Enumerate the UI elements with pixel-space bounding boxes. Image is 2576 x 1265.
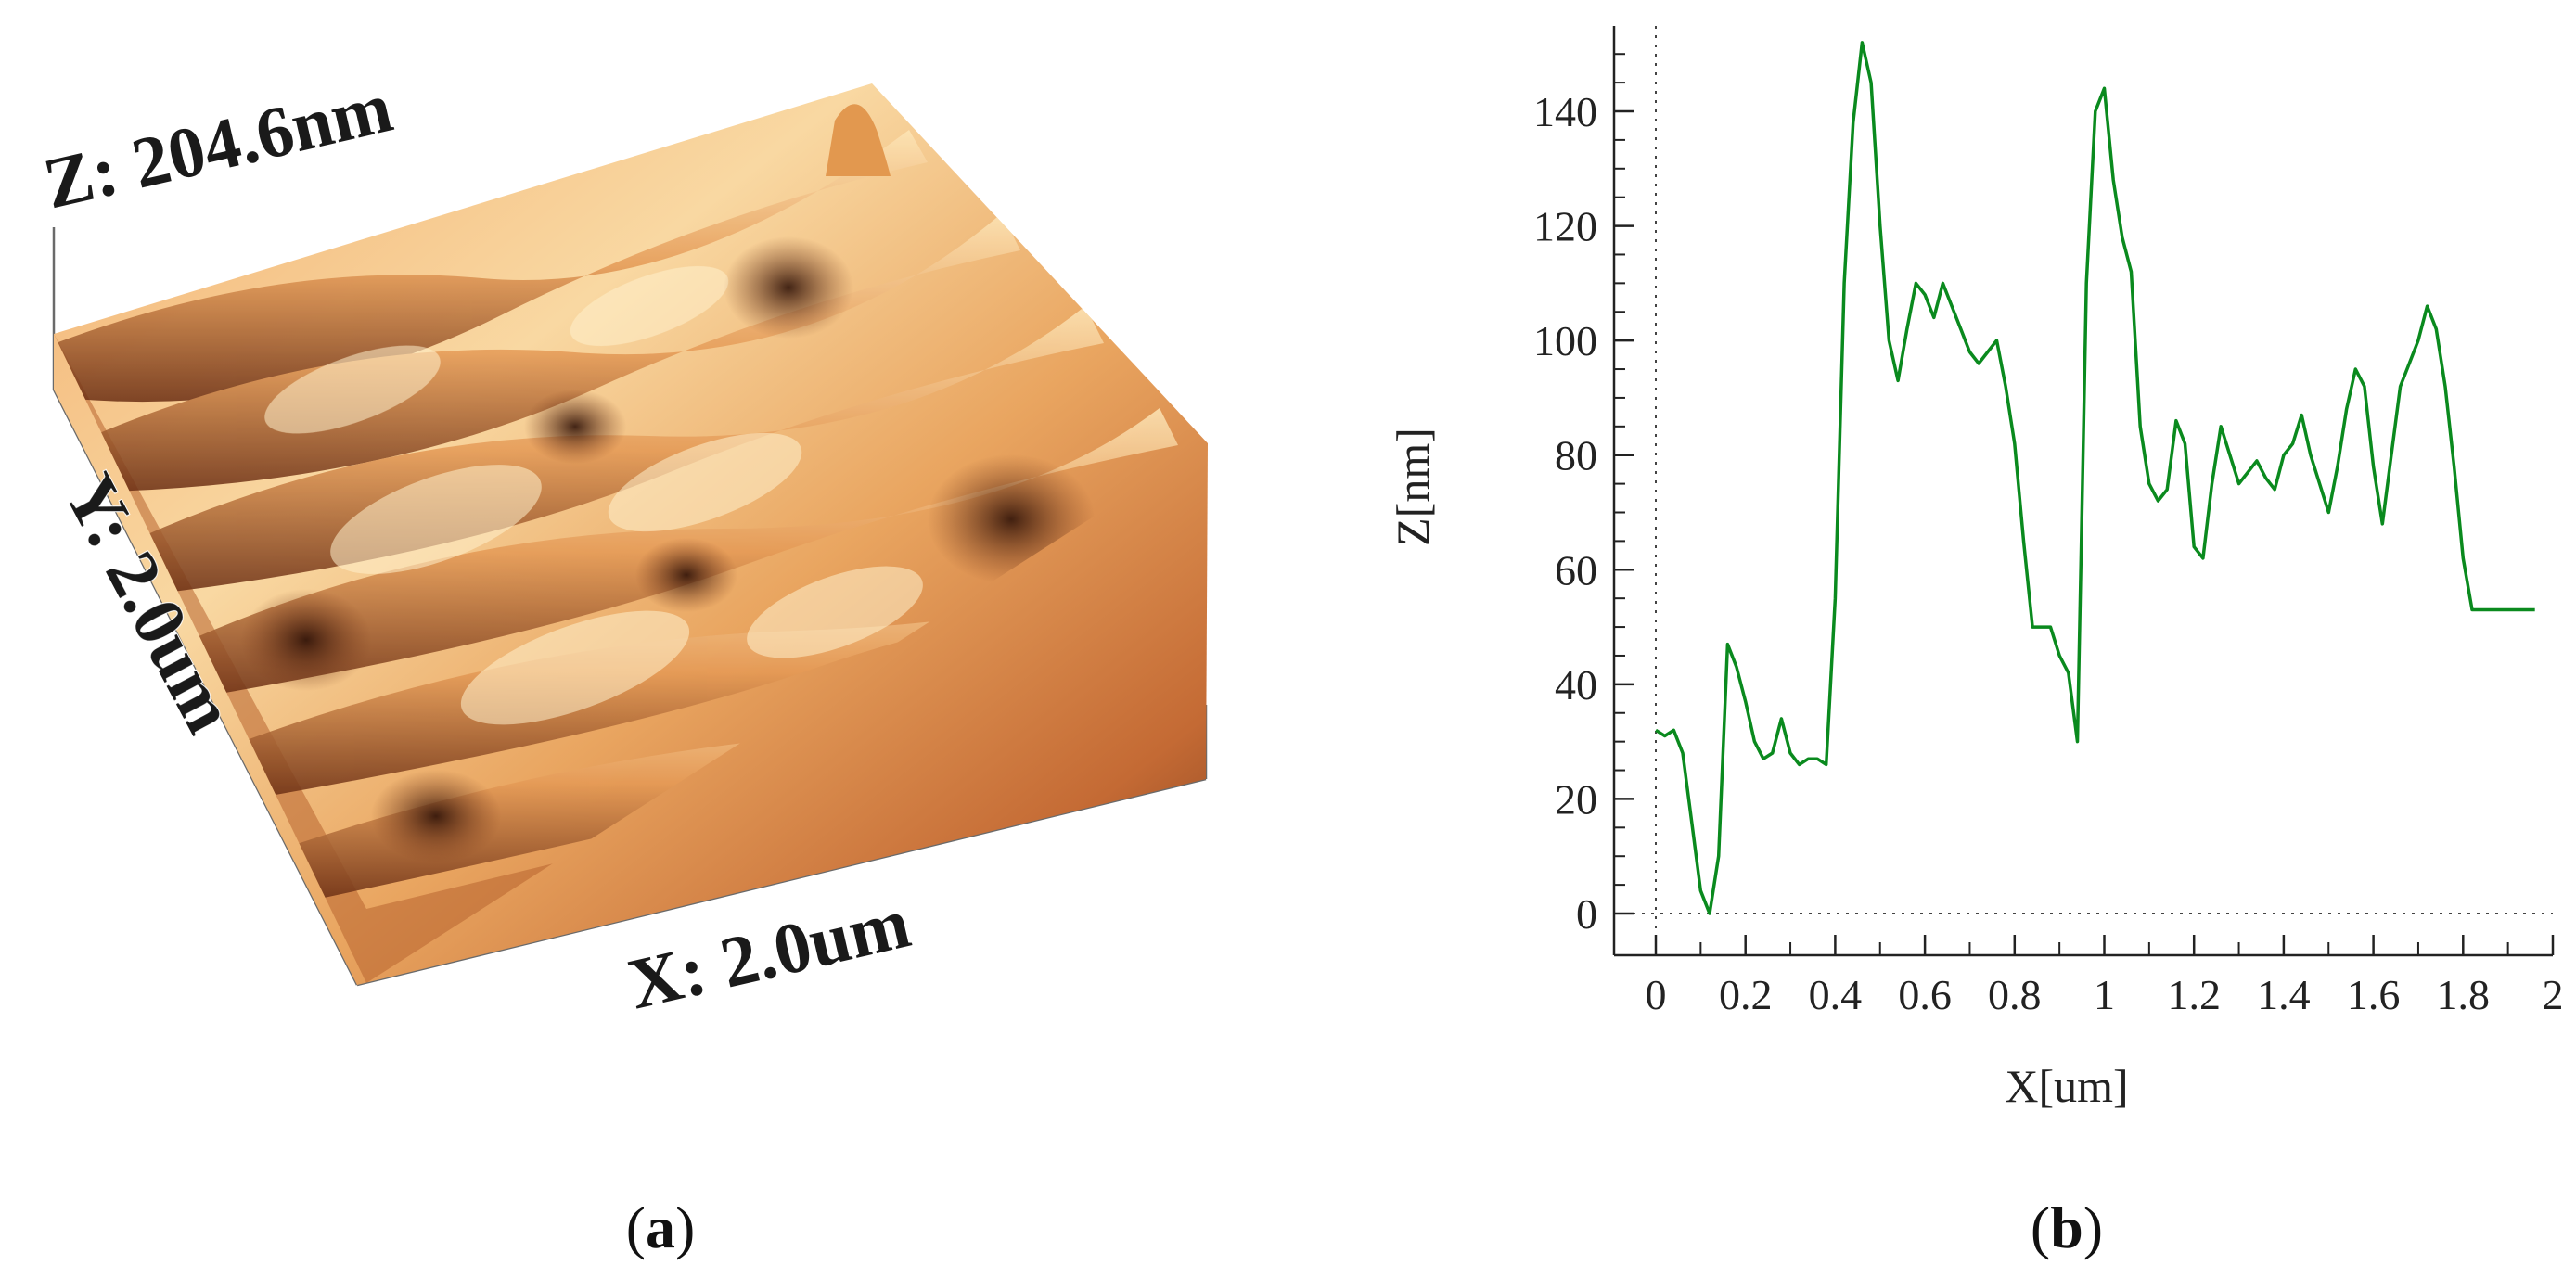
x-tick-label: 0.4	[1809, 971, 1863, 1018]
profile-chart: 0 20 40 60 80 100 120 140 0 0.2 0.4 0.6 0.8 1 1.2 1.4 1…	[1387, 26, 2564, 1260]
x-tick-label: 1.2	[2167, 971, 2221, 1018]
x-tick-label: 1.8	[2437, 971, 2491, 1018]
x-tick-label: 0.2	[1719, 971, 1773, 1018]
y-ticks	[1614, 53, 1634, 915]
y-tick-label: 0	[1576, 890, 1597, 938]
x-tick-labels: 0 0.2 0.4 0.6 0.8 1 1.2 1.4 1.6 1.8 2	[1646, 971, 2564, 1018]
x-tick-label: 1.4	[2257, 971, 2311, 1018]
z-axis-label: Z: 204.6nm	[36, 66, 399, 224]
series-layer	[1655, 41, 2535, 915]
y-axis-title: Z[nm]	[1387, 428, 1439, 546]
y-tick-label: 140	[1533, 88, 1597, 135]
x-tick-label: 1.6	[2347, 971, 2401, 1018]
x-axis-title: X[um]	[2005, 1060, 2128, 1112]
series-line-profile	[1655, 41, 2535, 915]
y-tick-label: 120	[1533, 203, 1597, 250]
y-tick-labels: 0 20 40 60 80 100 120 140	[1533, 88, 1597, 938]
panel-a-letter: a	[646, 1195, 675, 1260]
afm-surface-panel: Z: 204.6nm Y: 2.0um X: 2.0um (a)	[35, 65, 1208, 1260]
y-tick-label: 40	[1555, 661, 1597, 709]
y-tick-label: 100	[1533, 317, 1597, 364]
x-tick-label: 0.6	[1898, 971, 1952, 1018]
panel-b-letter: b	[2050, 1195, 2083, 1260]
y-tick-label: 80	[1555, 432, 1597, 479]
panel-b-caption: (b)	[2031, 1195, 2103, 1260]
afm-surface	[54, 83, 1208, 985]
panel-a-caption: (a)	[626, 1195, 696, 1260]
x-tick-label: 2	[2543, 971, 2564, 1018]
y-tick-label: 60	[1555, 546, 1597, 594]
x-tick-label: 0.8	[1988, 971, 2042, 1018]
x-tick-label: 0	[1646, 971, 1667, 1018]
x-ticks	[1654, 935, 2555, 955]
y-tick-label: 20	[1555, 775, 1597, 823]
x-tick-label: 1	[2094, 971, 2115, 1018]
